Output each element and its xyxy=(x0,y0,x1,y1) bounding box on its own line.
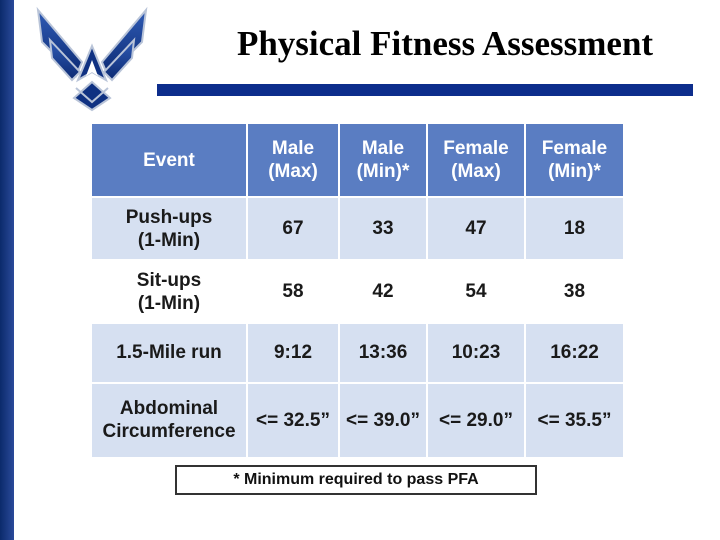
table-row: 1.5-Mile run 9:12 13:36 10:23 16:22 xyxy=(90,322,625,384)
value-cell: 9:12 xyxy=(246,322,340,384)
table-header-row: Event Male (Max) Male (Min)* Female (Max… xyxy=(90,122,625,198)
value-cell: <= 32.5” xyxy=(246,381,340,460)
header-female-min: Female (Min)* xyxy=(524,122,625,198)
value-cell: 42 xyxy=(338,259,428,325)
value-cell: <= 29.0” xyxy=(426,381,526,460)
value-cell: 13:36 xyxy=(338,322,428,384)
footnote-box: * Minimum required to pass PFA xyxy=(175,465,537,495)
header-event: Event xyxy=(90,122,248,198)
header-male-min: Male (Min)* xyxy=(338,122,428,198)
value-cell: <= 35.5” xyxy=(524,381,625,460)
table-row: Sit-ups (1-Min) 58 42 54 38 xyxy=(90,259,625,325)
value-cell: 67 xyxy=(246,195,340,262)
value-cell: 58 xyxy=(246,259,340,325)
value-cell: 54 xyxy=(426,259,526,325)
slide-title: Physical Fitness Assessment xyxy=(236,24,654,63)
event-cell: Push-ups (1-Min) xyxy=(90,195,248,262)
header-male-max: Male (Max) xyxy=(246,122,340,198)
event-cell: Sit-ups (1-Min) xyxy=(90,259,248,325)
event-cell: 1.5-Mile run xyxy=(90,322,248,384)
pfa-standards-table: Event Male (Max) Male (Min)* Female (Max… xyxy=(90,122,625,460)
table-row: Push-ups (1-Min) 67 33 47 18 xyxy=(90,195,625,262)
left-accent-bar xyxy=(0,0,14,540)
value-cell: 16:22 xyxy=(524,322,625,384)
value-cell: <= 39.0” xyxy=(338,381,428,460)
value-cell: 10:23 xyxy=(426,322,526,384)
value-cell: 47 xyxy=(426,195,526,262)
header-female-max: Female (Max) xyxy=(426,122,526,198)
value-cell: 38 xyxy=(524,259,625,325)
event-cell: Abdominal Circumference xyxy=(90,381,248,460)
table-row: Abdominal Circumference <= 32.5” <= 39.0… xyxy=(90,381,625,460)
air-force-wings-logo-icon xyxy=(36,6,148,112)
value-cell: 18 xyxy=(524,195,625,262)
title-underline-bar xyxy=(157,84,693,96)
value-cell: 33 xyxy=(338,195,428,262)
pfa-table-container: Event Male (Max) Male (Min)* Female (Max… xyxy=(90,122,625,460)
